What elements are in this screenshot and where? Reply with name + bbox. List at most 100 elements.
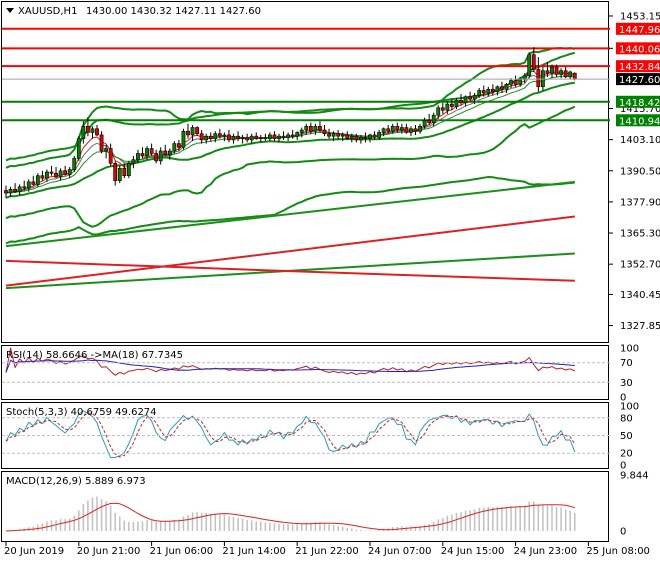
candle-body — [105, 149, 108, 151]
stoch-tick-label: 20 — [620, 449, 633, 460]
candle-body — [346, 135, 349, 139]
level-label: 1447.96 — [619, 25, 660, 36]
candle-body — [464, 97, 467, 103]
candle-body — [155, 153, 158, 160]
candle-body — [318, 126, 321, 130]
candle-body — [73, 158, 76, 169]
candle-body — [264, 137, 267, 138]
candle-body — [396, 126, 399, 130]
candle-body — [555, 67, 558, 74]
candle-body — [268, 135, 271, 139]
candle-body — [500, 87, 503, 89]
candle-body — [100, 135, 103, 151]
candle-body — [205, 136, 208, 140]
level-label: 1440.06 — [619, 44, 660, 55]
candle-body — [255, 136, 258, 138]
candle-body — [223, 135, 226, 136]
candle-body — [519, 79, 522, 84]
candle-body — [482, 90, 485, 92]
candle-body — [405, 128, 408, 133]
candle-body — [173, 144, 176, 151]
time-tick-label: 25 Jun 08:00 — [586, 546, 650, 557]
macd-label: MACD(12,26,9) 5.889 6.973 — [6, 476, 146, 487]
candle-body — [277, 136, 280, 138]
candle-body — [177, 144, 180, 148]
candle-body — [23, 187, 26, 188]
candle-body — [550, 67, 553, 73]
candle-body — [118, 168, 121, 180]
candle-body — [455, 100, 458, 106]
candle-body — [532, 55, 535, 70]
candle-body — [409, 129, 412, 133]
candle-body — [546, 71, 549, 73]
macd-tick-label: 0 — [620, 527, 626, 538]
candle-body — [191, 128, 194, 135]
candle-body — [59, 171, 62, 177]
candle-body — [91, 129, 94, 133]
candle-body — [214, 134, 217, 139]
price-tick-label: 1377.90 — [620, 197, 660, 208]
candle-body — [473, 95, 476, 99]
candle-body — [300, 130, 303, 132]
candle-body — [332, 134, 335, 136]
level-label: 1418.42 — [619, 98, 660, 109]
candle-body — [305, 126, 308, 130]
price-tick-label: 1352.70 — [620, 260, 660, 271]
candle-body — [36, 176, 39, 185]
stoch-label: Stoch(5,3,3) 40.6759 49.6274 — [6, 407, 157, 418]
candle-body — [364, 137, 367, 138]
time-tick-label: 20 Jun 21:00 — [77, 546, 141, 557]
candle-body — [50, 172, 53, 173]
time-tick-label: 24 Jun 15:00 — [441, 546, 505, 557]
candle-body — [123, 168, 126, 175]
candle-body — [282, 136, 285, 137]
candle-body — [323, 130, 326, 134]
price-tick-label: 1340.45 — [620, 290, 660, 301]
candle-body — [82, 126, 85, 138]
rsi-tick-label: 70 — [620, 358, 633, 369]
candle-body — [18, 187, 21, 192]
candle-body — [114, 163, 117, 180]
candle-body — [182, 131, 185, 147]
time-tick-label: 21 Jun 22:00 — [295, 546, 359, 557]
candle-body — [564, 71, 567, 77]
candle-body — [459, 100, 462, 102]
level-label: 1410.94 — [619, 116, 660, 127]
candle-body — [537, 69, 540, 86]
price-tick-label: 1453.15 — [620, 11, 660, 22]
last-price-label: 1427.60 — [619, 75, 660, 86]
candle-body — [273, 135, 276, 139]
candle-body — [514, 81, 517, 85]
candle-body — [437, 108, 440, 115]
price-tick-label: 1390.50 — [620, 166, 660, 177]
time-tick-label: 24 Jun 23:00 — [514, 546, 578, 557]
symbol-label: XAUUSD,H1 — [18, 6, 77, 17]
candle-body — [509, 81, 512, 85]
candle-body — [560, 71, 563, 75]
candle-body — [350, 136, 353, 138]
candle-body — [232, 136, 235, 140]
candle-body — [387, 129, 390, 131]
candle-body — [441, 108, 444, 110]
candle-body — [246, 137, 249, 139]
candle-body — [186, 131, 189, 135]
candle-body — [341, 135, 344, 136]
candle-body — [446, 104, 449, 110]
candle-body — [32, 182, 35, 184]
candle-body — [209, 136, 212, 138]
candle-body — [496, 87, 499, 92]
price-tick-label: 1365.30 — [620, 229, 660, 240]
chart-header: XAUUSD,H1 1430.00 1430.32 1427.11 1427.6… — [6, 6, 261, 17]
candle-body — [378, 132, 381, 137]
candle-body — [428, 120, 431, 122]
rsi-tick-label: 100 — [620, 344, 639, 355]
candle-body — [227, 135, 230, 140]
candle-body — [4, 191, 7, 193]
candle-body — [64, 171, 67, 175]
candle-body — [136, 153, 139, 159]
candle-body — [528, 55, 531, 76]
candle-body — [505, 84, 508, 89]
candle-body — [218, 134, 221, 136]
